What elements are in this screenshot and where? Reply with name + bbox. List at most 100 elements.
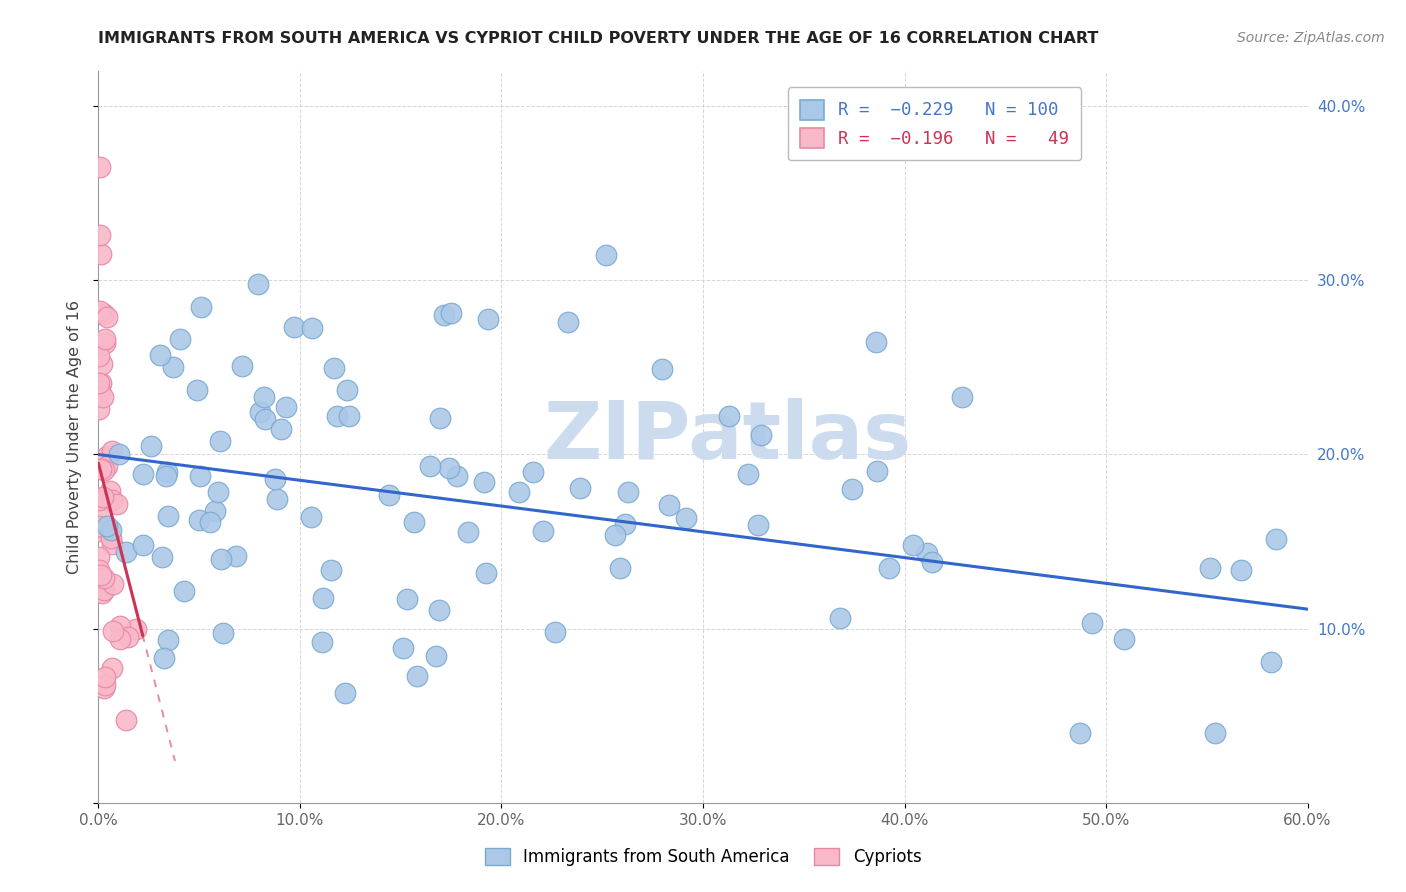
Point [406, 669, 429, 683]
Point [125, 623, 148, 637]
Point [446, 468, 468, 483]
Point [429, 410, 451, 425]
Point [150, 550, 173, 565]
Point [249, 405, 271, 419]
Point [101, 493, 124, 508]
Point [100, 524, 122, 538]
Point [108, 447, 131, 461]
Point [101, 443, 124, 458]
Point [475, 566, 498, 581]
Point [156, 509, 179, 524]
Legend: Immigrants from South America, Cypriots: Immigrants from South America, Cypriots [478, 841, 928, 873]
Point [132, 467, 155, 481]
Point [115, 713, 138, 727]
Point [89, 160, 111, 174]
Point [89, 563, 111, 577]
Point [211, 626, 233, 640]
Point [718, 409, 741, 423]
Point [105, 497, 128, 511]
Point [427, 603, 450, 617]
Point [87, 493, 110, 508]
Point [737, 467, 759, 481]
Point [187, 513, 209, 527]
Point [266, 491, 288, 506]
Point [336, 383, 359, 397]
Point [522, 465, 544, 479]
Point [433, 308, 456, 322]
Point [93, 332, 115, 346]
Point [93, 681, 115, 695]
Text: IMMIGRANTS FROM SOUTH AMERICA VS CYPRIOT CHILD POVERTY UNDER THE AGE OF 16 CORRE: IMMIGRANTS FROM SOUTH AMERICA VS CYPRIOT… [98, 31, 1099, 46]
Point [100, 531, 122, 545]
Point [89, 506, 111, 520]
Point [209, 552, 232, 566]
Point [117, 631, 139, 645]
Point [311, 591, 333, 605]
Point [186, 383, 208, 397]
Point [139, 439, 162, 453]
Point [91, 390, 114, 404]
Point [169, 332, 191, 346]
Point [115, 545, 138, 559]
Point [1199, 561, 1222, 575]
Point [91, 586, 114, 600]
Point [96, 449, 118, 463]
Point [950, 390, 973, 404]
Point [301, 321, 323, 335]
Point [157, 632, 180, 647]
Point [247, 277, 270, 291]
Point [921, 555, 943, 569]
Point [339, 409, 361, 423]
Point [87, 376, 110, 391]
Point [87, 401, 110, 416]
Point [98, 494, 121, 508]
Text: ZIPatlas: ZIPatlas [543, 398, 911, 476]
Point [609, 561, 631, 575]
Point [90, 376, 112, 391]
Point [98, 484, 121, 499]
Point [155, 469, 177, 483]
Point [675, 511, 697, 525]
Point [93, 463, 115, 477]
Point [866, 463, 889, 477]
Point [270, 422, 292, 436]
Point [188, 468, 211, 483]
Point [457, 524, 479, 539]
Y-axis label: Child Poverty Under the Age of 16: Child Poverty Under the Age of 16 [67, 300, 83, 574]
Point [156, 465, 179, 479]
Point [651, 362, 673, 376]
Point [89, 304, 111, 318]
Point [326, 409, 349, 423]
Point [1081, 615, 1104, 630]
Point [101, 577, 124, 591]
Point [173, 583, 195, 598]
Point [378, 488, 401, 502]
Point [319, 563, 342, 577]
Point [231, 359, 253, 374]
Point [96, 310, 118, 324]
Point [149, 348, 172, 362]
Point [474, 475, 496, 489]
Point [437, 461, 460, 475]
Point [101, 661, 124, 675]
Point [557, 315, 579, 329]
Point [93, 307, 115, 321]
Point [87, 519, 110, 533]
Point [153, 651, 176, 665]
Point [841, 482, 863, 496]
Point [915, 546, 938, 560]
Point [94, 336, 117, 351]
Point [89, 227, 111, 242]
Point [395, 592, 418, 607]
Point [89, 349, 111, 363]
Point [274, 401, 297, 415]
Point [93, 490, 115, 504]
Point [544, 625, 567, 640]
Point [96, 458, 118, 473]
Point [207, 484, 229, 499]
Point [322, 360, 344, 375]
Point [89, 384, 111, 398]
Text: Source: ZipAtlas.com: Source: ZipAtlas.com [1237, 31, 1385, 45]
Legend: R =  −0.229   N = 100, R =  −0.196   N =   49: R = −0.229 N = 100, R = −0.196 N = 49 [787, 87, 1081, 161]
Point [865, 335, 887, 350]
